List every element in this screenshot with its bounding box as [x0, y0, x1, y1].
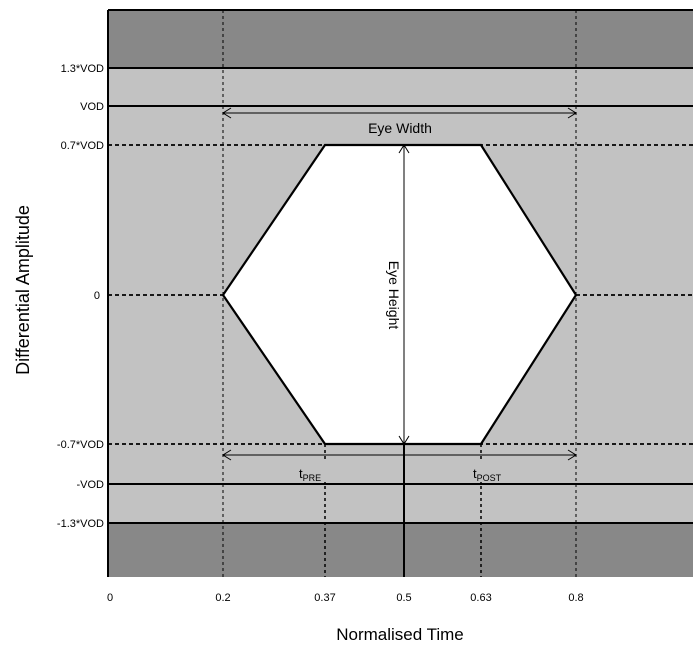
x-tick-0p63: 0.63 — [470, 592, 491, 604]
y-tick-neg-0p7vod: -0.7*VOD — [57, 439, 104, 451]
x-tick-0p5: 0.5 — [396, 592, 411, 604]
upper-violation-band — [108, 10, 693, 68]
y-tick-neg-1p3vod: -1.3*VOD — [57, 518, 104, 530]
eye-height-arrowhead-top — [398, 144, 410, 154]
transition-arrowhead-right — [567, 449, 577, 461]
lower-violation-band — [108, 523, 693, 577]
t-post-label: tPOST — [473, 466, 502, 483]
y-tick-zero: 0 — [94, 290, 100, 302]
transition-arrowhead-left — [222, 449, 232, 461]
eye-height-label: Eye Height — [386, 261, 402, 330]
eye-width-label: Eye Width — [368, 120, 432, 136]
y-tick-vod: VOD — [80, 101, 104, 113]
y-tick-0p7vod: 0.7*VOD — [61, 140, 104, 152]
x-tick-0p2: 0.2 — [215, 592, 230, 604]
y-axis-title: Differential Amplitude — [13, 205, 33, 375]
eye-width-arrowhead-right — [567, 107, 577, 119]
y-tick-1p3vod: 1.3*VOD — [61, 63, 104, 75]
x-tick-0: 0 — [107, 592, 113, 604]
y-tick-neg-vod: -VOD — [77, 479, 105, 491]
x-axis-title: Normalised Time — [336, 625, 464, 644]
eye-width-arrowhead-left — [222, 107, 232, 119]
t-pre-label: tPRE — [299, 466, 321, 483]
eye-height-arrowhead-bottom — [398, 435, 410, 445]
t-post-label-bg — [471, 462, 511, 482]
x-tick-0p8: 0.8 — [568, 592, 583, 604]
x-tick-0p37: 0.37 — [314, 592, 335, 604]
t-pre-label-bg — [297, 462, 329, 482]
